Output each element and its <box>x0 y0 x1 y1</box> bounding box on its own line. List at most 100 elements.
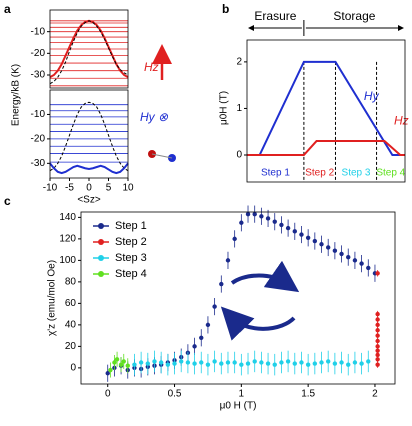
y-tick-label: 80 <box>65 277 77 288</box>
data-point <box>375 333 380 338</box>
data-point <box>108 367 113 373</box>
data-point <box>272 362 277 367</box>
data-point <box>239 362 244 367</box>
data-point <box>272 219 277 224</box>
data-point <box>339 251 344 257</box>
data-point <box>375 352 380 358</box>
x-tick-label: 0.5 <box>168 389 182 400</box>
data-point <box>375 328 380 333</box>
data-point <box>212 304 217 309</box>
data-point <box>232 236 237 242</box>
data-point <box>359 361 364 366</box>
data-point <box>114 357 120 362</box>
y-tick-label: 140 <box>59 212 76 223</box>
data-point <box>332 248 338 253</box>
data-point <box>112 360 117 365</box>
cycle-arrow <box>220 306 296 341</box>
data-point <box>292 361 297 366</box>
data-point <box>265 216 271 221</box>
data-point <box>359 261 364 266</box>
data-point <box>245 361 251 366</box>
y-axis-label: μ0H (T) <box>219 91 230 125</box>
data-point <box>325 359 331 364</box>
x-tick-label: 1.5 <box>301 389 315 400</box>
y-tick-label: 0 <box>236 150 242 161</box>
y-tick-label: -20 <box>31 134 46 145</box>
series-line <box>49 20 129 85</box>
data-point <box>199 360 204 365</box>
data-point <box>199 335 204 340</box>
plot-frame <box>49 9 129 89</box>
data-point <box>165 362 171 367</box>
data-point <box>125 363 130 368</box>
step-label: Step 4 <box>376 168 405 179</box>
data-point <box>172 361 177 366</box>
x-tick-label: -5 <box>65 183 74 194</box>
data-point <box>179 359 184 364</box>
x-tick-label: 5 <box>106 183 112 194</box>
legend-label: Step 2 <box>115 236 147 248</box>
plot-frame <box>49 89 129 179</box>
y-tick-label: -10 <box>31 26 46 37</box>
data-point <box>225 360 231 365</box>
data-point <box>375 317 380 322</box>
x-tick-label: 0 <box>86 183 92 194</box>
data-point <box>305 235 311 240</box>
data-point <box>375 357 380 362</box>
y-tick-label: 0 <box>70 363 76 374</box>
legend-label: Step 4 <box>115 268 147 280</box>
data-point <box>346 362 351 367</box>
x-tick-label: 0 <box>105 389 111 400</box>
data-point <box>252 211 257 217</box>
data-point <box>375 322 380 328</box>
data-point <box>352 258 358 263</box>
y-tick-label: 120 <box>59 234 76 245</box>
plot-frame <box>80 211 396 385</box>
data-point <box>132 362 137 367</box>
data-point <box>366 359 371 364</box>
y-tick-label: -10 <box>31 109 46 120</box>
data-point <box>325 245 331 250</box>
data-point <box>299 360 304 365</box>
data-point <box>245 211 251 217</box>
data-point <box>285 225 291 231</box>
data-point <box>375 362 380 367</box>
data-point <box>212 359 217 364</box>
series-label: Hy <box>364 89 380 103</box>
data-point <box>252 359 257 364</box>
data-point <box>239 220 244 225</box>
legend-marker <box>98 239 104 245</box>
y-tick-label: -20 <box>31 48 46 59</box>
panel-label: b <box>222 2 229 16</box>
step-label: Step 1 <box>261 168 290 179</box>
data-point <box>121 359 126 364</box>
y-tick-label: 2 <box>236 57 242 68</box>
data-point <box>375 338 380 344</box>
data-point <box>158 360 164 365</box>
data-point <box>285 359 291 364</box>
phase-label: Storage <box>333 9 375 23</box>
x-tick-label: -10 <box>43 183 58 194</box>
data-point <box>138 360 144 365</box>
legend-label: Step 1 <box>115 220 147 232</box>
data-point <box>339 360 344 365</box>
data-point <box>205 322 211 328</box>
legend-marker <box>98 271 104 277</box>
data-point <box>265 361 271 366</box>
data-point <box>346 254 351 260</box>
data-point <box>312 361 318 366</box>
data-point <box>192 361 197 366</box>
data-point <box>366 265 371 271</box>
data-point <box>279 360 284 365</box>
data-point <box>305 362 311 367</box>
x-axis-label: <Sz> <box>77 195 101 206</box>
series-label: Hz <box>394 114 409 128</box>
annotation: Hz <box>144 60 159 74</box>
data-point <box>192 344 197 349</box>
phase-label: Erasure <box>254 9 296 23</box>
x-tick-label: 1 <box>239 389 245 400</box>
data-point <box>352 360 358 365</box>
data-point <box>219 361 224 366</box>
legend-label: Step 3 <box>115 252 147 264</box>
